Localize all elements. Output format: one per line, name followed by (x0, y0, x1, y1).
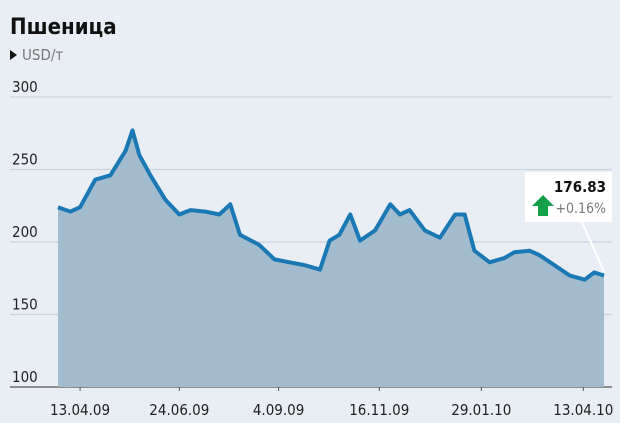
chart-title: Пшеница (10, 15, 117, 40)
callout-pointer (581, 221, 605, 273)
y-tick-label: 150 (12, 296, 38, 314)
x-tick-label: 13.04.10 (553, 401, 613, 419)
y-tick-label: 200 (12, 223, 38, 241)
x-tick-label: 24.06.09 (149, 401, 209, 419)
subtitle-marker (10, 50, 17, 60)
y-tick-label: 100 (12, 368, 38, 386)
x-tick-label: 4.09.09 (253, 401, 305, 419)
y-tick-label: 300 (12, 78, 38, 96)
y-tick-label: 250 (12, 151, 38, 169)
area (58, 130, 604, 387)
callout-change: +0.16% (555, 201, 606, 217)
x-tick-label: 13.04.09 (50, 401, 110, 419)
x-tick-label: 16.11.09 (349, 401, 409, 419)
callout-arrow (532, 195, 554, 216)
line (57, 128, 605, 282)
callout-value: 176.83 (554, 178, 606, 196)
chart-subtitle: USD/т (22, 46, 63, 64)
x-tick-label: 29.01.10 (451, 401, 511, 419)
